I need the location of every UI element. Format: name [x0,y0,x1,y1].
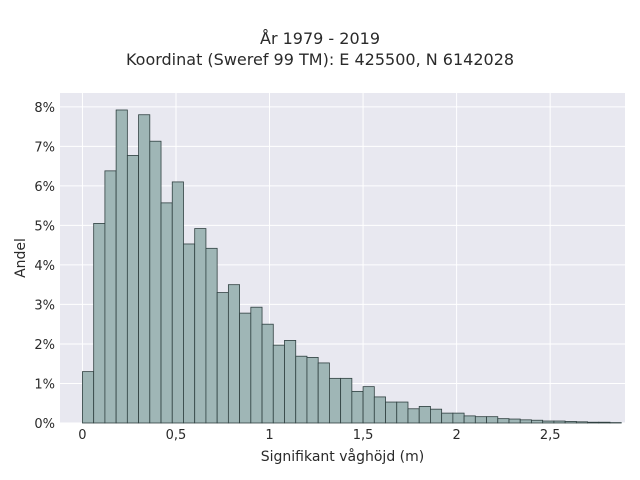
histogram-bar [497,418,510,424]
x-tick-label: 1 [265,428,273,443]
y-tick-label: 2% [34,338,55,353]
histogram-bar [227,284,241,424]
chart-title-coordinate: Koordinat (Sweref 99 TM): E 425500, N 61… [125,50,515,69]
histogram-bar [250,306,263,424]
histogram-bar [407,408,420,424]
histogram-bar [239,312,252,424]
histogram-bar [351,390,364,424]
histogram-bar [205,247,218,424]
histogram-bar [418,406,431,424]
histogram-bar [340,377,353,424]
histogram-bar [396,401,409,424]
x-tick-label: 2 [452,428,460,443]
x-tick-label: 1,5 [353,428,374,443]
y-tick-label: 7% [34,140,55,155]
histogram-bar [149,140,162,424]
histogram-bar [216,292,229,424]
histogram-bar [261,323,274,424]
histogram-bar [317,362,330,424]
y-tick-label: 1% [34,377,55,392]
y-tick-label: 0% [34,417,55,432]
histogram-bar [385,401,398,424]
histogram-bar [474,416,487,424]
histogram-bar [171,181,184,424]
histogram-bar [486,416,499,424]
histogram-bar [598,421,611,424]
x-tick-label: 0,5 [166,428,187,443]
histogram-bar [194,228,207,424]
histogram-bar [575,421,588,424]
histogram-bar [553,420,566,424]
histogram-bar [373,396,386,424]
histogram-bar [362,386,375,424]
y-tick-label: 6% [34,180,55,195]
chart-title-period: År 1979 - 2019 [260,29,380,48]
histogram-bar [564,421,577,424]
y-tick-label: 8% [34,101,55,116]
histogram-bar [295,355,308,424]
y-tick-label: 5% [34,219,55,234]
histogram-bar [82,371,95,424]
x-tick-label: 2,5 [540,428,561,443]
histogram-bar [542,420,555,424]
histogram-bar [441,412,454,424]
histogram-bar [329,377,342,424]
histogram-bar [531,419,544,424]
y-axis-label: Andel [13,238,29,278]
y-tick-label: 3% [34,298,55,313]
histogram-bar [519,419,532,424]
histogram-bar [183,243,196,424]
histogram-bar [115,109,128,424]
histogram-bar [306,356,319,424]
histogram-bar [272,344,285,424]
histogram-bar [160,202,173,424]
histogram-bar [430,408,443,424]
y-tick-label: 4% [34,259,55,274]
histogram-bar [508,418,521,424]
x-axis-label: Signifikant våghöjd (m) [261,448,424,465]
histogram-bar [93,223,106,424]
x-tick-label: 0 [78,428,86,443]
histogram-bar [138,114,151,424]
histogram-bar [126,155,139,424]
histogram-bar [463,415,476,424]
histogram-bar [284,340,297,424]
histogram-bar [104,170,117,424]
histogram-bar [452,412,465,424]
histogram-bar [587,421,600,424]
